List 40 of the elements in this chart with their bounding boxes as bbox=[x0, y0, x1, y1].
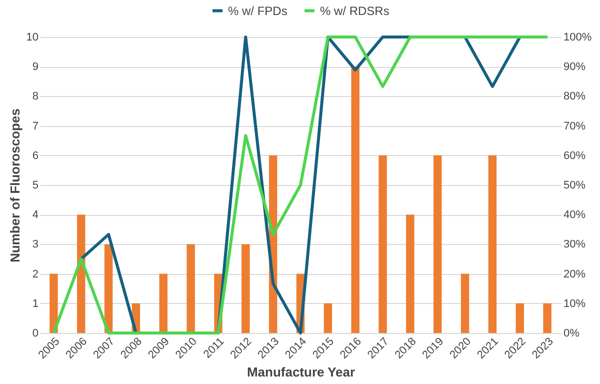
y2-tick-label: 70% bbox=[564, 120, 586, 132]
bar bbox=[242, 244, 250, 333]
y-axis-title: Number of Fluoroscopes bbox=[7, 108, 22, 262]
bar bbox=[50, 274, 58, 333]
y-tick-label: 0 bbox=[32, 328, 38, 340]
legend-label: % w/ RDSRs bbox=[320, 4, 390, 18]
bar bbox=[460, 274, 470, 333]
y2-tick-label: 10% bbox=[564, 298, 586, 310]
bar bbox=[351, 66, 360, 333]
y-tick-label: 5 bbox=[32, 180, 38, 192]
y2-tick-label: 30% bbox=[564, 238, 586, 251]
legend-label: % w/ FPDs bbox=[228, 4, 288, 18]
bar bbox=[516, 303, 524, 333]
y2-tick-label: 0% bbox=[564, 328, 580, 340]
bar bbox=[324, 303, 332, 333]
y2-tick-label: 50% bbox=[564, 180, 586, 192]
y2-tick-label: 90% bbox=[564, 61, 586, 74]
y-tick-label: 2 bbox=[32, 268, 38, 280]
y-tick-label: 3 bbox=[32, 238, 38, 251]
y-tick-label: 7 bbox=[32, 120, 38, 132]
x-axis-title: Manufacture Year bbox=[246, 364, 356, 380]
bar bbox=[543, 303, 552, 333]
y2-tick-label: 20% bbox=[564, 268, 586, 280]
y-tick-label: 8 bbox=[32, 90, 38, 103]
y-tick-label: 6 bbox=[32, 150, 38, 162]
bar bbox=[406, 214, 414, 333]
y2-tick-label: 60% bbox=[564, 150, 586, 162]
bar bbox=[159, 274, 168, 333]
y-tick-label: 9 bbox=[32, 61, 38, 74]
y2-tick-label: 100% bbox=[564, 32, 592, 44]
bar bbox=[488, 155, 497, 333]
y-tick-label: 10 bbox=[26, 32, 38, 44]
bar bbox=[104, 244, 113, 333]
bar bbox=[433, 155, 442, 333]
y-tick-label: 1 bbox=[32, 298, 38, 310]
y2-tick-label: 40% bbox=[564, 209, 586, 222]
y-tick-label: 4 bbox=[32, 209, 38, 222]
bar bbox=[186, 244, 195, 333]
y2-tick-label: 80% bbox=[564, 90, 586, 103]
bar bbox=[378, 155, 387, 333]
